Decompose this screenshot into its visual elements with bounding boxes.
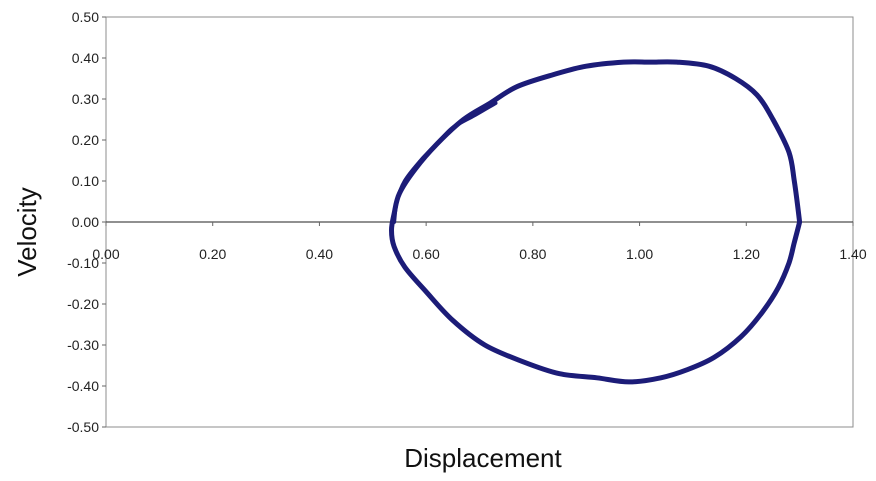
y-tick-label: 0.20: [72, 132, 99, 148]
x-tick-labels: 0.00 0.20 0.40 0.60 0.80 1.00 1.20 1.40: [92, 222, 867, 262]
series-layer: [389, 59, 803, 385]
phase-trajectory-transient-line: [392, 101, 498, 224]
y-tick-label: 0.30: [72, 91, 99, 107]
y-tick-label: -0.40: [67, 378, 99, 394]
y-tick-label: 0.40: [72, 50, 99, 66]
x-tick-label: 0.80: [519, 246, 546, 262]
y-tick-label: -0.20: [67, 296, 99, 312]
x-tick-label: 0.00: [92, 246, 119, 262]
y-tick-label: 0.50: [72, 9, 99, 25]
y-axis-title: Velocity: [12, 187, 42, 277]
y-tick-label: -0.10: [67, 255, 99, 271]
x-tick-label: 0.60: [413, 246, 440, 262]
x-tick-label: 1.20: [733, 246, 760, 262]
x-tick-label: 0.40: [306, 246, 333, 262]
x-tick-label: 1.00: [626, 246, 653, 262]
x-tick-label: 0.20: [199, 246, 226, 262]
y-tick-label: -0.50: [67, 419, 99, 435]
y-tick-label: 0.10: [72, 173, 99, 189]
x-tick-label: 1.40: [839, 246, 866, 262]
y-tick-label: 0.00: [72, 214, 99, 230]
x-axis-title: Displacement: [404, 443, 562, 473]
y-tick-label: -0.30: [67, 337, 99, 353]
y-tick-labels: 0.50 0.40 0.30 0.20 0.10 0.00 -0.10 -0.20 -0.30 -…: [67, 9, 106, 435]
